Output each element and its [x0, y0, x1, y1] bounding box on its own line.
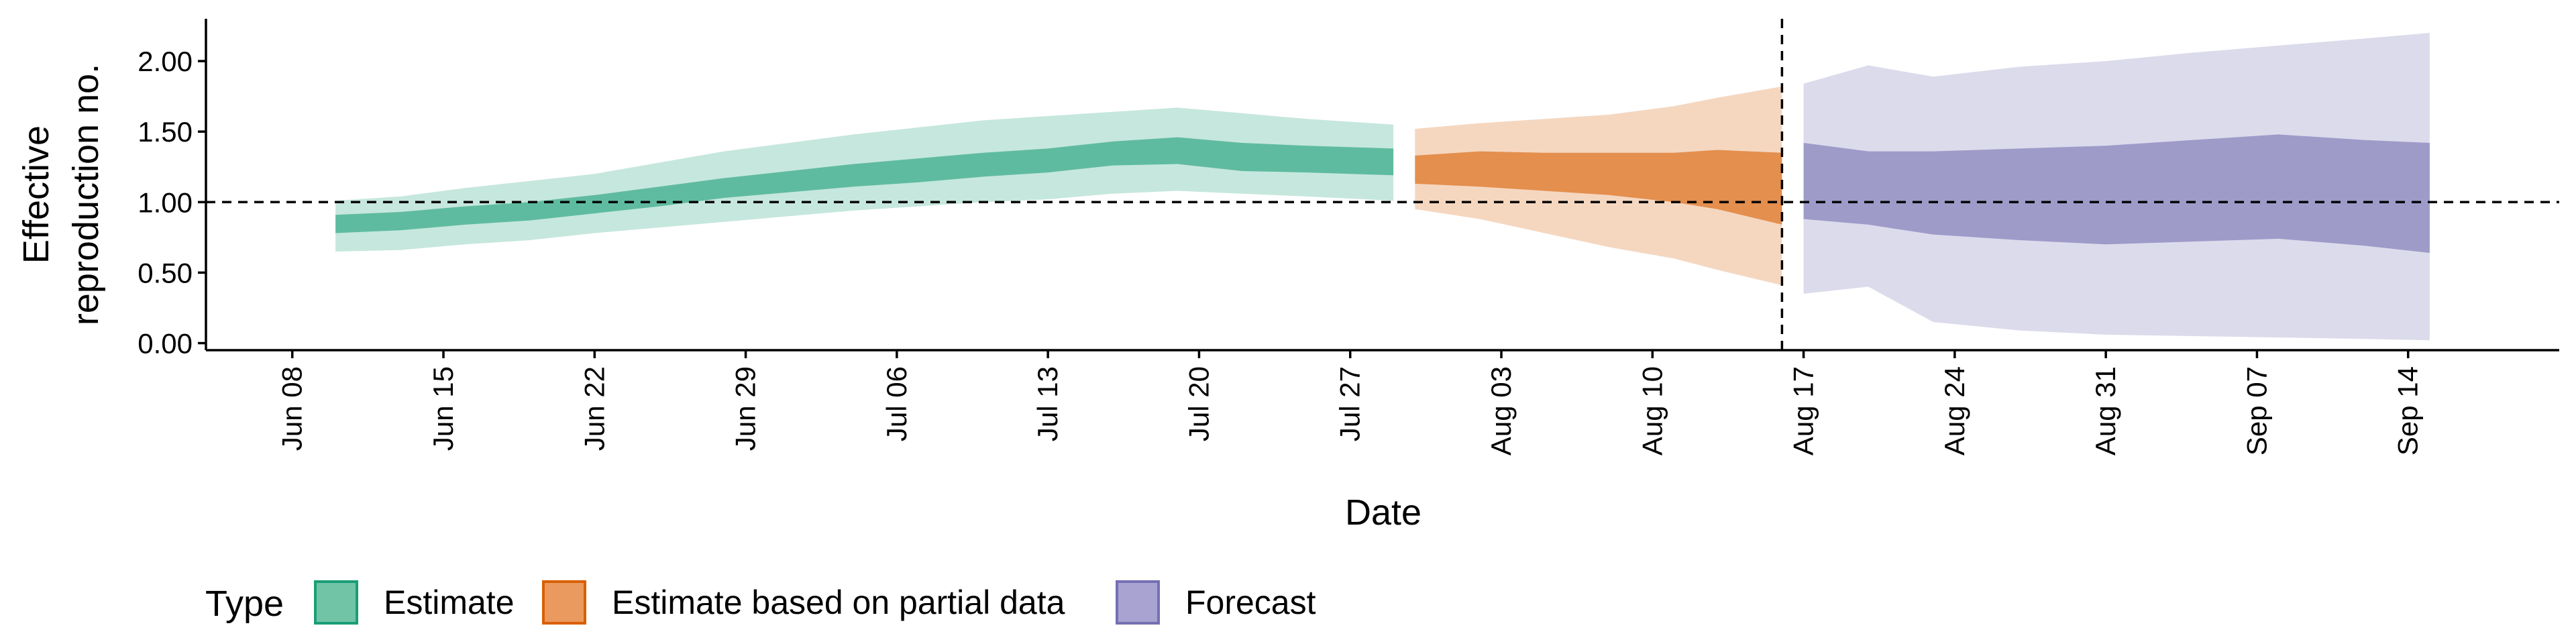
y-tick-label: 1.50: [138, 116, 193, 148]
x-tick-label: Jun 08: [276, 366, 308, 451]
x-tick-label: Aug 24: [1939, 366, 1970, 455]
y-axis-title-line-2: reproduction no.: [66, 64, 106, 325]
legend-swatch-forecast: [1116, 580, 1160, 625]
axes: [198, 19, 2559, 358]
x-tick-label: Jun 15: [427, 366, 459, 451]
x-tick-label: Aug 31: [2090, 366, 2121, 455]
x-tick-label: Jun 29: [730, 366, 761, 451]
legend-label-estimate: Estimate: [384, 584, 515, 621]
tick-labels: 0.00 0.50 1.00 1.50 2.00 Jun 08 Jun 15 Jun 22 Ju…: [138, 46, 2423, 455]
x-tick-label: Jun 22: [578, 366, 610, 451]
x-tick-label: Jul 06: [881, 366, 912, 441]
x-tick-label: Sep 14: [2392, 366, 2424, 455]
y-tick-label: 0.50: [138, 257, 193, 288]
x-tick-label: Aug 10: [1636, 366, 1668, 455]
x-tick-label: Aug 03: [1485, 366, 1517, 455]
legend-label-forecast: Forecast: [1185, 584, 1316, 621]
series-bands: [335, 33, 2430, 341]
y-tick-label: 1.00: [138, 186, 193, 218]
x-tick-label: Aug 17: [1788, 366, 1819, 455]
band-inner-forecast: [1803, 134, 2430, 253]
x-axis-title: Date: [1345, 492, 1421, 533]
legend: Type Estimate Estimate based on partial d…: [205, 580, 1316, 625]
x-tick-label: Sep 07: [2241, 366, 2272, 455]
legend-swatch-estimate: [314, 580, 358, 625]
legend-swatch-estimate-based-on-partial-data: [542, 580, 586, 625]
band-inner-estimate: [335, 137, 1394, 233]
band-inner-estimate-based-on-partial-data: [1415, 150, 1782, 225]
y-tick-label: 0.00: [138, 327, 193, 359]
y-tick-label: 2.00: [138, 46, 193, 77]
reference-lines: [206, 19, 2559, 350]
legend-title: Type: [205, 584, 284, 624]
y-axis-title-line-1: Effective: [16, 125, 56, 264]
legend-label-estimate-based-on-partial-data: Estimate based on partial data: [612, 584, 1065, 621]
x-tick-label: Jul 13: [1032, 366, 1063, 441]
x-tick-label: Jul 27: [1334, 366, 1366, 441]
x-tick-label: Jul 20: [1183, 366, 1214, 441]
